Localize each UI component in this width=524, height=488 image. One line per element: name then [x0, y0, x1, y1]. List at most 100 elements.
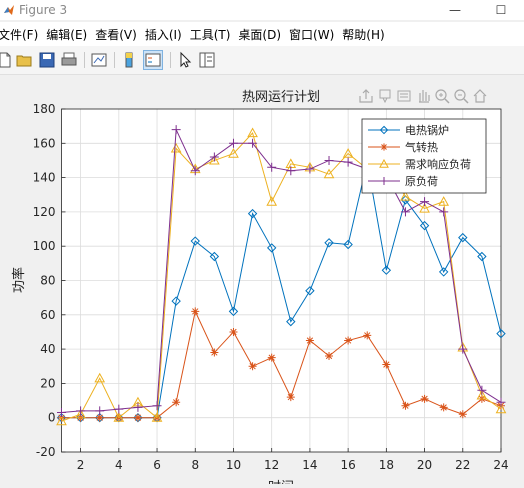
pointer-icon[interactable] [176, 51, 194, 69]
export-icon[interactable] [359, 89, 373, 103]
data-point-marker [133, 402, 143, 412]
data-point-marker [151, 412, 163, 422]
data-point-marker [305, 286, 315, 296]
colorbar-icon[interactable] [120, 51, 138, 69]
data-point-marker [247, 127, 258, 138]
x-tick-label: 16 [340, 458, 355, 472]
legend-entry[interactable]: 需求响应负荷 [368, 157, 471, 171]
menu-file[interactable]: 文件(F) [0, 27, 39, 42]
data-point-marker [458, 410, 467, 419]
x-tick-label: 4 [115, 458, 123, 472]
menu-tools[interactable]: 工具(T) [189, 27, 231, 42]
menu-desktop[interactable]: 桌面(D) [238, 27, 282, 42]
data-point-marker [133, 413, 142, 422]
data-point-marker [458, 344, 468, 354]
data-point-marker [210, 348, 219, 357]
y-tick-label: 180 [33, 102, 56, 116]
print-icon[interactable] [60, 51, 78, 69]
y-tick-label: 20 [40, 376, 55, 390]
home-icon[interactable] [473, 89, 487, 103]
data-point-marker [305, 336, 314, 345]
data-point-marker [343, 239, 353, 250]
x-tick-label: 14 [302, 458, 317, 472]
data-point-marker [209, 251, 220, 262]
zoom-in-icon[interactable] [435, 89, 450, 104]
x-tick-label: 12 [264, 458, 279, 472]
menu-window[interactable]: 窗口(W) [289, 27, 335, 42]
data-tip-icon[interactable] [379, 89, 391, 104]
legend-marker [379, 158, 389, 168]
new-figure-icon[interactable] [0, 51, 14, 69]
data-point-marker [171, 125, 181, 135]
data-point-marker [248, 138, 258, 148]
data-point-marker [114, 404, 124, 414]
title-bar: Figure 3 — ☐ [0, 0, 524, 20]
legend-entry[interactable]: 原负荷 [368, 174, 438, 188]
x-tick-label: 8 [191, 458, 199, 472]
axes-toolbar [359, 89, 487, 104]
y-tick-label: 60 [40, 308, 55, 322]
data-point-marker [190, 236, 200, 246]
data-point-marker [228, 306, 239, 317]
data-point-marker [477, 385, 487, 395]
data-point-marker [228, 148, 239, 158]
menu-bar: 文件(F) 编辑(E) 查看(V) 插入(I) 工具(T) 桌面(D) 窗口(W… [0, 22, 524, 46]
menu-help[interactable]: 帮助(H) [342, 27, 385, 42]
data-point-marker [400, 207, 410, 217]
pan-icon[interactable] [419, 90, 430, 103]
legend-entry[interactable]: 电热锅炉 [368, 124, 449, 137]
menu-view[interactable]: 查看(V) [95, 27, 137, 42]
chart-title: 热网运行计划 [242, 90, 320, 105]
x-tick-label: 6 [153, 458, 161, 472]
legend-label: 原负荷 [405, 174, 438, 188]
data-point-marker [247, 208, 258, 219]
property-inspector-icon[interactable] [198, 51, 216, 69]
y-tick-label: 40 [40, 342, 55, 356]
figure-toolbar [0, 46, 524, 75]
legend-toggle-icon[interactable] [143, 50, 163, 70]
data-point-marker [439, 207, 449, 217]
y-tick-label: 140 [33, 171, 56, 185]
y-axis-label: 功率 [11, 267, 27, 293]
legend-entry[interactable]: 气转热 [368, 140, 438, 154]
maximize-button[interactable]: ☐ [495, 3, 507, 17]
data-point-marker [496, 328, 506, 339]
window-title: Figure 3 [19, 3, 68, 17]
data-point-marker [75, 408, 86, 419]
data-point-marker [266, 196, 278, 206]
data-point-marker [419, 202, 430, 213]
zoom-out-icon[interactable] [454, 89, 469, 104]
data-point-marker [420, 197, 430, 207]
minimize-button[interactable]: — [449, 3, 461, 17]
legend-marker [379, 125, 389, 135]
menu-edit[interactable]: 编辑(E) [46, 27, 88, 42]
link-plot-icon[interactable] [90, 51, 108, 69]
data-point-marker [152, 401, 162, 411]
data-point-marker [344, 336, 353, 345]
data-point-marker [420, 394, 429, 403]
open-icon[interactable] [16, 51, 34, 69]
menu-insert[interactable]: 插入(I) [144, 27, 182, 42]
data-point-marker [343, 157, 353, 167]
data-point-marker [57, 408, 66, 418]
toolbar-separator [84, 52, 85, 68]
x-tick-label: 2 [77, 458, 85, 472]
x-tick-label: 10 [226, 458, 241, 472]
data-point-marker [363, 331, 372, 340]
data-point-marker [438, 267, 449, 277]
legend-label: 电热锅炉 [405, 124, 449, 137]
toolbar-separator [170, 52, 171, 68]
y-tick-label: 120 [33, 205, 56, 219]
data-point-marker [325, 351, 334, 360]
line-chart[interactable]: 2 4 6 8 10 12 14 16 18 20 22 24-2002040608010012014… [0, 75, 524, 488]
brush-icon[interactable] [397, 90, 411, 102]
x-tick-label: 22 [455, 458, 470, 472]
data-point-marker [209, 154, 220, 165]
save-icon[interactable] [38, 51, 56, 69]
y-tick-label: 100 [33, 239, 56, 253]
data-point-marker [190, 166, 200, 176]
data-point-marker [229, 327, 238, 336]
data-point-marker [476, 389, 488, 400]
data-point-marker [171, 296, 181, 306]
